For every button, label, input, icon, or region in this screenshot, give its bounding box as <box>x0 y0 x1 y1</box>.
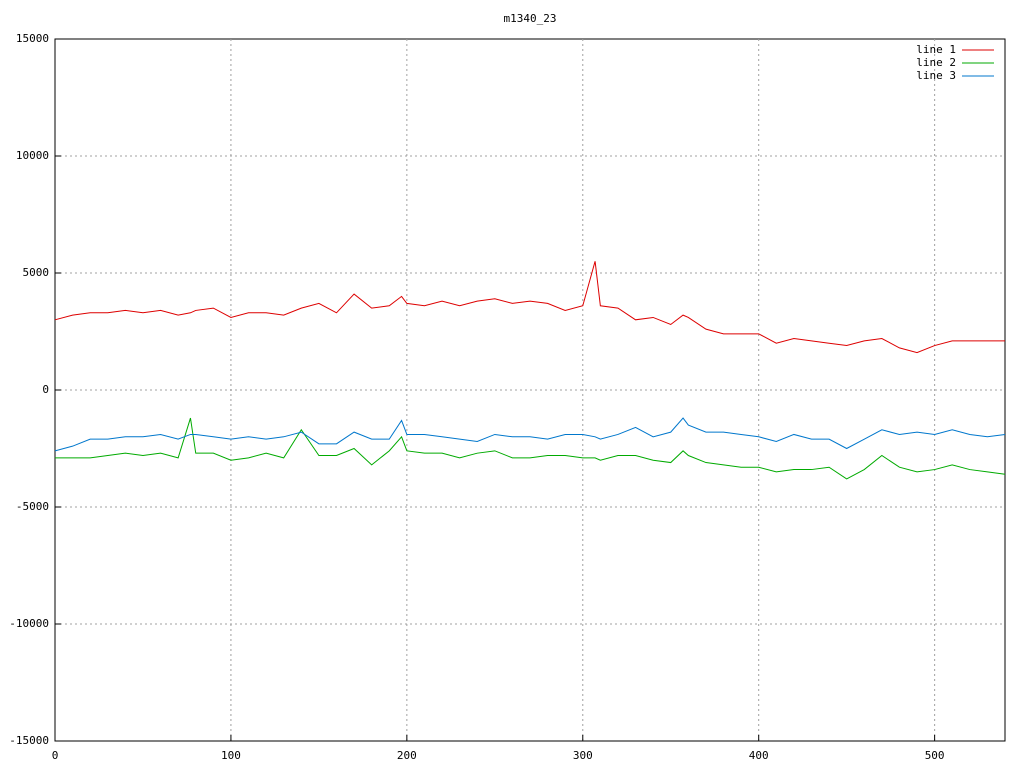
y-tick-label: -10000 <box>9 617 49 630</box>
y-tick-label: 15000 <box>16 32 49 45</box>
x-tick-label: 0 <box>52 749 59 762</box>
y-tick-label: 5000 <box>23 266 50 279</box>
y-tick-label: -5000 <box>16 500 49 513</box>
x-tick-label: 300 <box>573 749 593 762</box>
x-tick-label: 400 <box>749 749 769 762</box>
x-tick-label: 100 <box>221 749 241 762</box>
x-tick-label: 500 <box>925 749 945 762</box>
y-tick-label: 0 <box>42 383 49 396</box>
line-series <box>55 417 1006 480</box>
chart-title: m1340_23 <box>504 12 557 25</box>
legend-label: line 3 <box>916 69 956 82</box>
y-tick-label: -15000 <box>9 734 49 747</box>
y-tick-label: 10000 <box>16 149 49 162</box>
legend-label: line 1 <box>916 43 956 56</box>
x-tick-label: 200 <box>397 749 417 762</box>
legend-label: line 2 <box>916 56 956 69</box>
line-series <box>54 417 1006 452</box>
line-series <box>54 261 1005 354</box>
